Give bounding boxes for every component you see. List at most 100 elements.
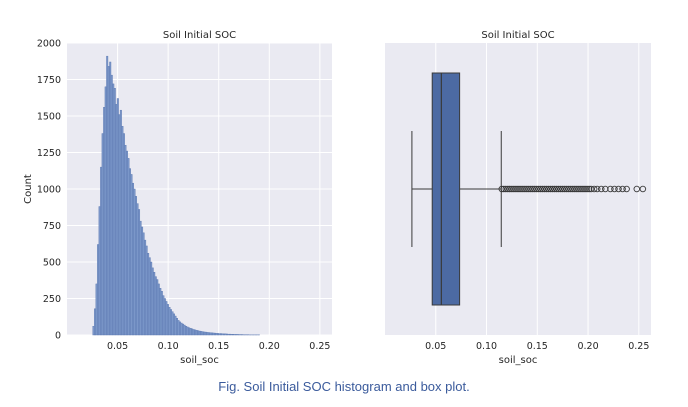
boxplot-x-tick-label: 0.05 [425, 341, 446, 352]
histogram-bar [121, 126, 124, 336]
boxplot-outlier-point [545, 185, 552, 193]
boxplot-outlier-point [504, 185, 512, 193]
boxplot-outlier-point [577, 185, 585, 193]
histogram-bar [100, 166, 103, 336]
histogram-bar [147, 253, 150, 336]
histogram-bar [153, 272, 156, 336]
boxplot-outlier-point [535, 185, 542, 193]
histogram-bar [169, 309, 172, 336]
histogram-bar [218, 333, 221, 336]
histogram-bar [182, 323, 185, 336]
boxplot-outlier-point [510, 185, 518, 193]
histogram-bar [156, 279, 159, 336]
histogram-bar [160, 291, 163, 336]
histogram-bar [116, 98, 119, 336]
histogram-y-tick-label: 500 [43, 258, 61, 269]
histogram-bar [145, 245, 148, 336]
histogram-bar [174, 315, 177, 336]
histogram-x-tick-label: 0.20 [259, 341, 280, 352]
histogram-bar [125, 150, 128, 336]
histogram-bar [198, 330, 201, 336]
boxplot-outlier-point [551, 185, 558, 193]
boxplot-panel: 0.05 0.10 0.15 0.20 0.25 Soil Initial SOC so… [385, 30, 651, 366]
histogram-bar [135, 196, 137, 336]
histogram-bar [141, 226, 144, 336]
histogram-x-tick-label: 0.25 [309, 341, 330, 352]
boxplot-outlier-point [533, 185, 540, 193]
histogram-y-label: Count [23, 174, 34, 204]
histogram-bar [200, 331, 203, 336]
histogram-bar [124, 144, 127, 336]
boxplot-outlier-point [547, 185, 554, 193]
histogram-bar [110, 74, 113, 336]
histogram-y-tick-label: 750 [43, 221, 61, 232]
boxplot-outlier-point [553, 185, 560, 193]
boxplot-outlier-point [633, 185, 641, 193]
histogram-bar [183, 324, 186, 336]
histogram-bar [235, 334, 238, 336]
histogram-bar [189, 328, 192, 336]
boxplot-x-label: soil_soc [499, 355, 538, 366]
histogram-y-tick-label: 0 [55, 331, 61, 342]
boxplot-outlier-point [506, 185, 514, 193]
boxplot-outlier-point [539, 185, 546, 193]
histogram-bar [95, 283, 98, 336]
boxplot-outlier-point [543, 185, 550, 193]
histogram-bar [136, 203, 139, 336]
histogram-bar [109, 61, 112, 336]
boxplot-outlier-point [522, 185, 530, 193]
boxplot-outlier-point [575, 185, 583, 193]
histogram-y-tick-label: 2000 [37, 39, 61, 50]
histogram-bar [212, 332, 215, 336]
histogram-y-tick-label: 1250 [37, 148, 61, 159]
histogram-bar [236, 334, 239, 336]
histogram-bar [159, 288, 162, 336]
boxplot-outlier-point [567, 185, 575, 193]
boxplot-outlier-point [518, 185, 526, 193]
histogram-bar [233, 334, 236, 336]
boxplot-x-tick-label: 0.20 [577, 341, 598, 352]
histogram-bar [232, 334, 235, 336]
histogram-bar [112, 83, 115, 336]
boxplot-shapes [411, 72, 502, 306]
histogram-title: Soil Initial SOC [163, 30, 236, 41]
histogram-bar [92, 326, 95, 336]
boxplot-outlier-point [557, 185, 564, 193]
histogram-bar [168, 307, 171, 336]
histogram-bar [224, 333, 227, 336]
histogram-y-tick-label: 1750 [37, 75, 61, 86]
histogram-y-tick-label: 1500 [37, 112, 61, 123]
histogram-bar [188, 327, 191, 336]
boxplot-outlier-point [571, 185, 579, 193]
boxplot-outlier-point [500, 185, 508, 193]
histogram-bar [165, 301, 168, 336]
histogram-bar [197, 330, 200, 336]
boxplot-outlier-point [598, 185, 605, 193]
histogram-bar [217, 333, 219, 336]
histogram-bar [185, 326, 188, 336]
histogram-bar [203, 331, 206, 336]
histogram-bar [133, 188, 136, 336]
histogram-bar [119, 109, 122, 336]
histogram-bar [230, 334, 233, 336]
boxplot-outlier-point [587, 185, 595, 193]
histogram-bar [201, 331, 204, 336]
boxplot-outlier-point [514, 185, 522, 193]
boxplot-outlier-point [498, 185, 506, 193]
boxplot-outlier-point [581, 185, 589, 193]
figure-caption: Fig. Soil Initial SOC histogram and box … [218, 379, 470, 394]
histogram-bar [227, 333, 230, 336]
histogram-bar [118, 114, 121, 336]
histogram-x-tick-label: 0.15 [208, 341, 229, 352]
histogram-bar [154, 276, 157, 336]
histogram-bar [107, 66, 110, 336]
boxplot-outlier-point [563, 185, 570, 193]
boxplot-outlier-point [569, 185, 577, 193]
histogram-bar [192, 329, 195, 336]
boxplot-outlier-point [561, 185, 568, 193]
boxplot-outlier-point [541, 185, 548, 193]
histogram-bar [144, 239, 147, 336]
histogram-bars [92, 55, 260, 336]
boxplot-box [431, 72, 461, 306]
